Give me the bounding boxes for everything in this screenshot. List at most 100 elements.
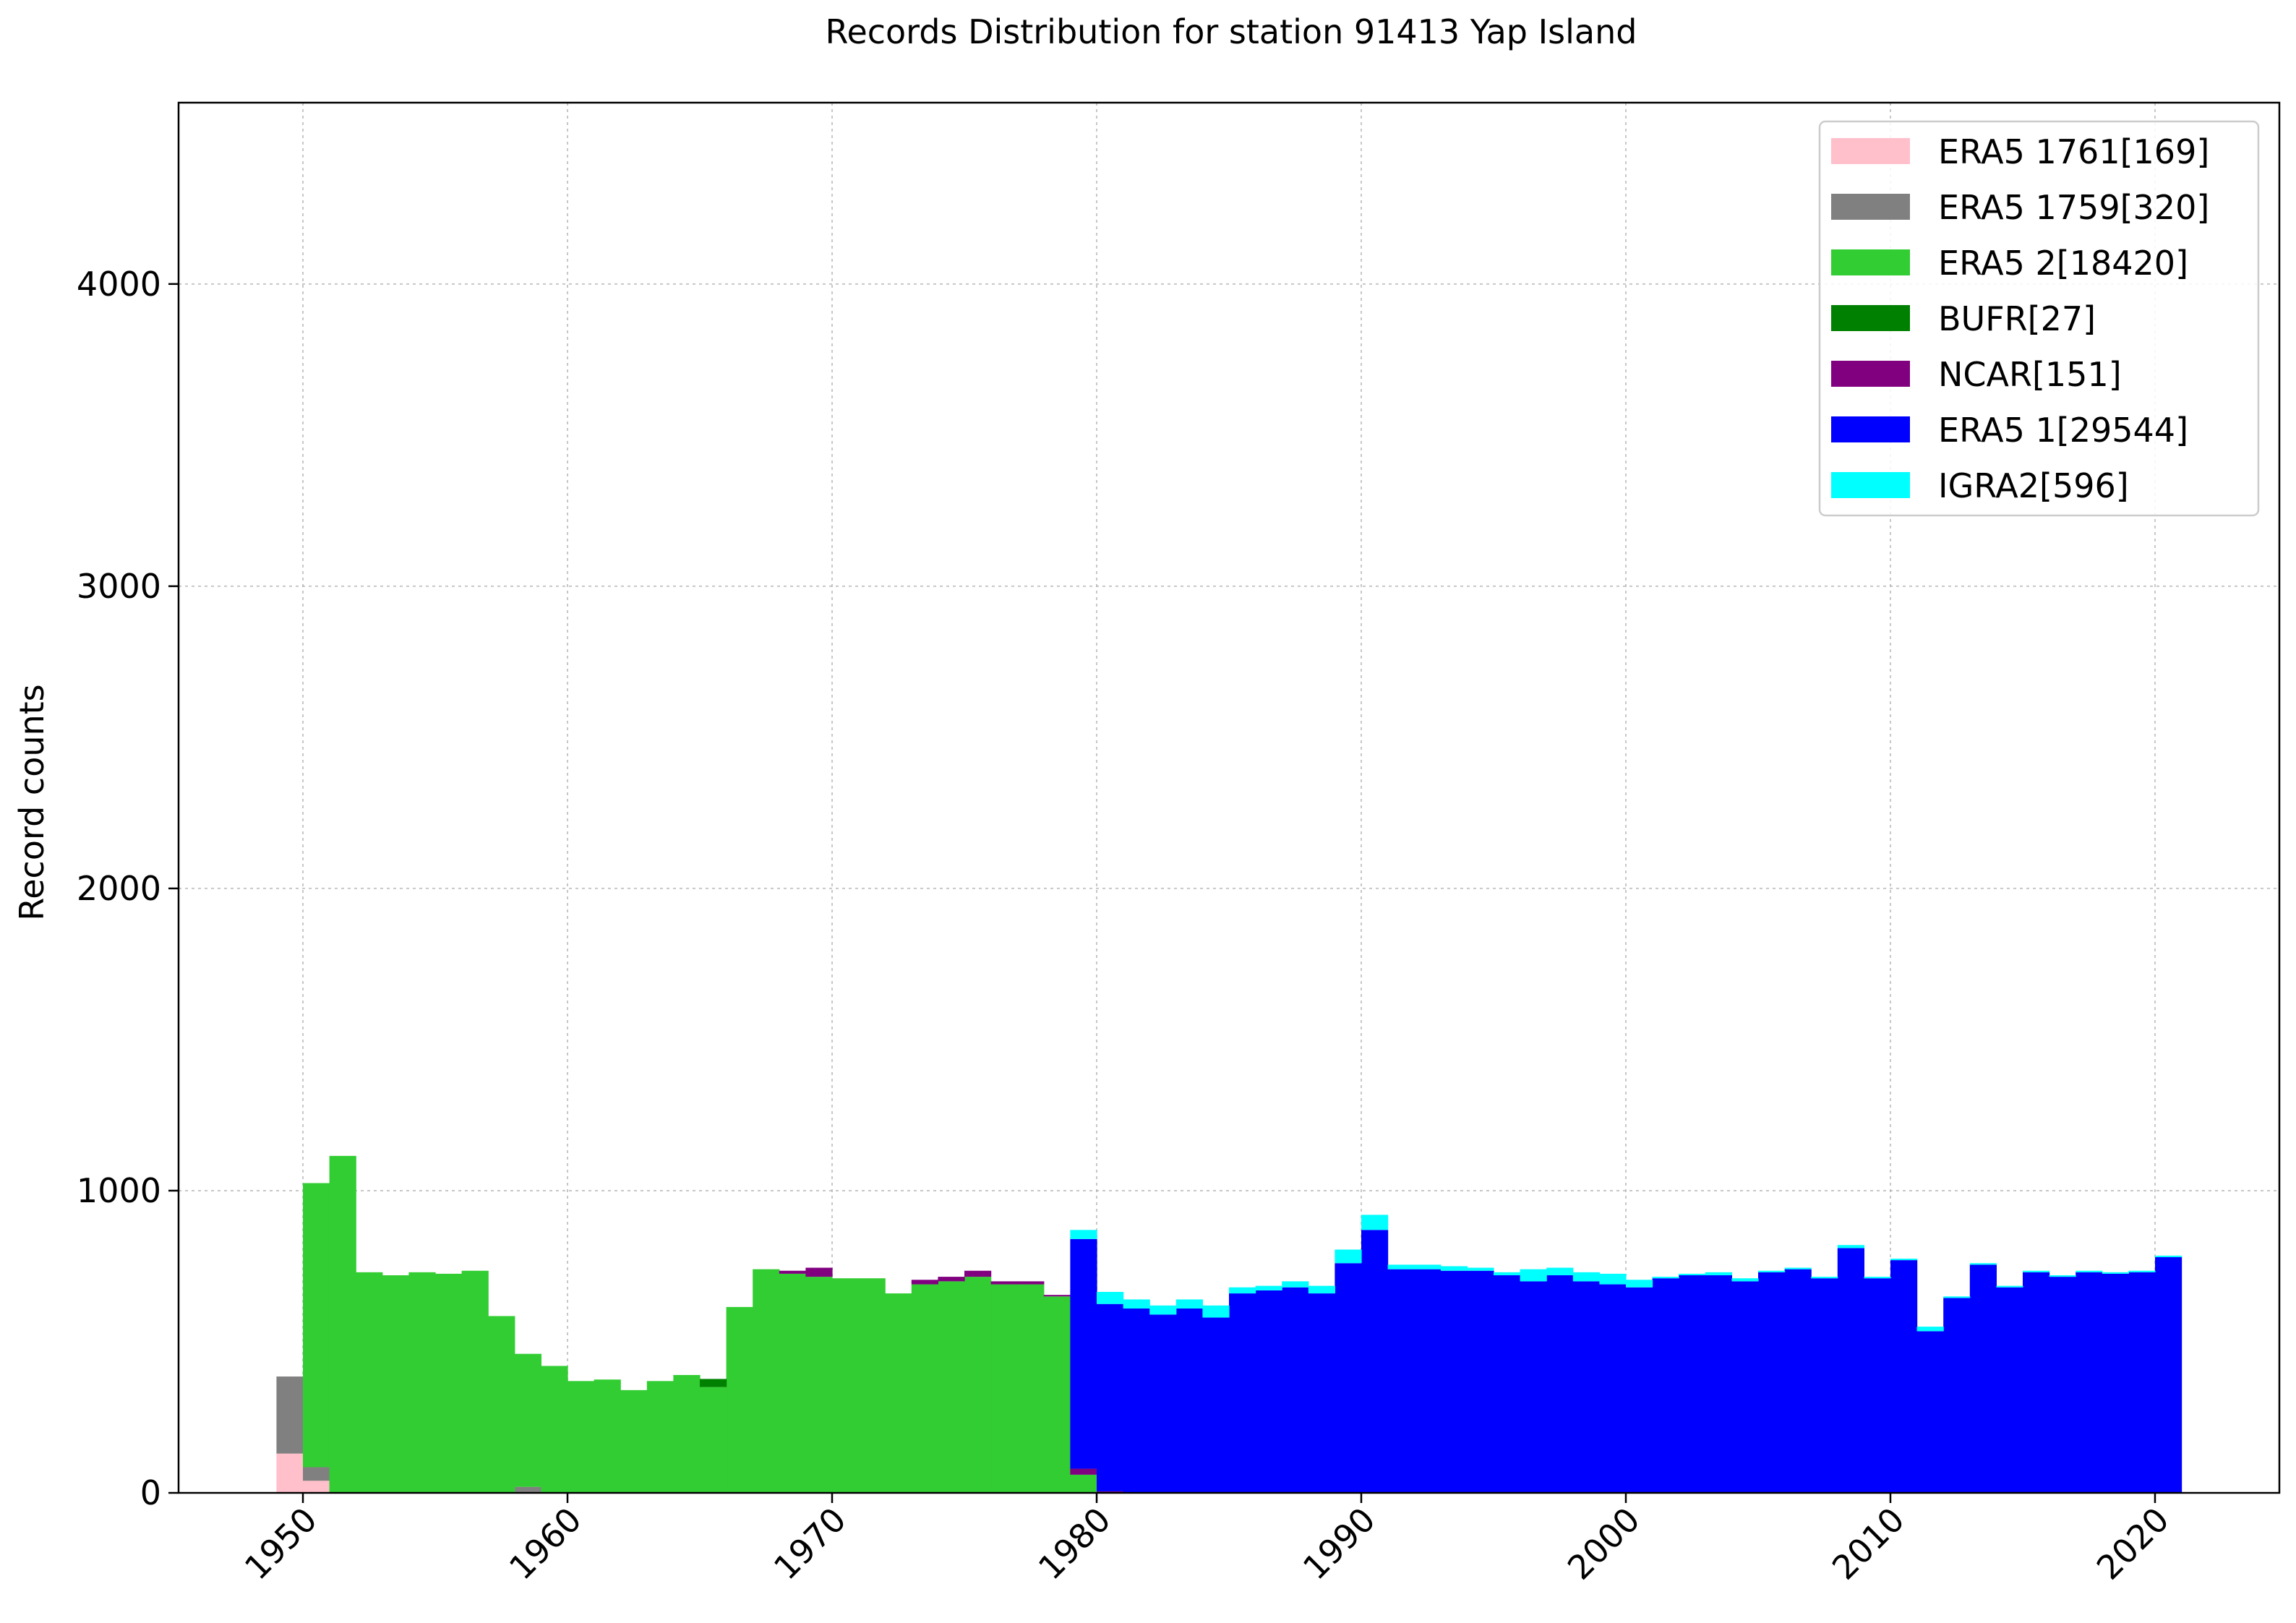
bar-6-1987	[1282, 1281, 1309, 1288]
bar-5-2007	[1811, 1278, 1838, 1493]
bar-5-1986	[1255, 1290, 1282, 1493]
bar-6-2008	[1837, 1245, 1864, 1249]
bar-6-2007	[1811, 1277, 1838, 1279]
bar-5-2019	[2128, 1272, 2156, 1493]
bar-2-1961	[594, 1379, 621, 1493]
bar-4-1979	[1070, 1468, 1097, 1475]
bar-2-1970	[832, 1278, 860, 1493]
bar-2-1965	[700, 1387, 727, 1493]
bar-5-1997	[1546, 1275, 1574, 1493]
bar-5-2015	[2022, 1272, 2050, 1493]
bar-5-2002	[1679, 1275, 1706, 1493]
bar-4-1977	[1017, 1281, 1045, 1285]
bar-5-1993	[1440, 1270, 1468, 1493]
bar-5-2013	[1969, 1264, 1997, 1493]
bar-6-2005	[1757, 1270, 1786, 1272]
bar-5-1996	[1520, 1281, 1547, 1493]
bar-5-2010	[1890, 1260, 1918, 1493]
bar-5-2001	[1652, 1278, 1679, 1493]
bar-6-1991	[1387, 1264, 1415, 1269]
bar-0-1949	[276, 1453, 304, 1493]
legend-label: ERA5 2[18420]	[1938, 244, 2188, 283]
bar-6-2004	[1731, 1278, 1759, 1282]
bar-5-1998	[1572, 1281, 1600, 1493]
bar-4-1968	[779, 1270, 807, 1274]
bar-5-1985	[1229, 1293, 1256, 1493]
bar-2-1956	[461, 1270, 489, 1493]
bar-5-1989	[1335, 1263, 1362, 1493]
bar-4-1969	[805, 1267, 833, 1277]
bar-6-1990	[1361, 1215, 1389, 1230]
bar-6-1998	[1572, 1272, 1600, 1282]
legend-swatch-3	[1831, 305, 1910, 331]
bar-6-2006	[1784, 1267, 1812, 1269]
bar-2-1979	[1070, 1474, 1097, 1493]
bar-6-1983	[1175, 1299, 1203, 1309]
x-tick-label: 1950	[237, 1500, 325, 1588]
bar-6-2014	[1996, 1285, 2023, 1288]
bar-2-1966	[726, 1306, 753, 1493]
bar-2-1969	[805, 1277, 833, 1493]
bar-5-1979	[1070, 1238, 1097, 1469]
bar-2-1950	[303, 1183, 330, 1468]
legend: ERA5 1761[169] ERA5 1759[320] ERA5 2[18420…	[1818, 120, 2260, 517]
bar-2-1968	[779, 1273, 807, 1493]
bar-2-1976	[990, 1284, 1018, 1493]
bar-6-2001	[1652, 1277, 1679, 1279]
bar-2-1971	[858, 1278, 886, 1493]
legend-swatch-2	[1831, 249, 1910, 275]
y-tick-label: 4000	[77, 265, 161, 304]
x-tick-label: 1960	[502, 1500, 589, 1588]
bar-6-1984	[1202, 1305, 1230, 1318]
bar-2-1958	[514, 1353, 542, 1487]
bar-5-1982	[1149, 1314, 1177, 1493]
bar-6-1992	[1414, 1264, 1442, 1269]
legend-label: BUFR[27]	[1938, 299, 2096, 338]
series-2	[303, 1155, 1097, 1493]
bar-6-2000	[1625, 1280, 1653, 1288]
legend-swatch-1	[1831, 194, 1910, 220]
bar-5-1990	[1361, 1230, 1389, 1493]
bar-4-1973	[911, 1280, 939, 1285]
y-tick-label: 1000	[77, 1171, 161, 1210]
bar-4-1976	[990, 1281, 1018, 1285]
bar-3-1965	[700, 1379, 727, 1387]
bar-5-2020	[2154, 1256, 2183, 1493]
bar-5-1999	[1599, 1284, 1627, 1493]
bar-1-1958	[514, 1486, 542, 1493]
x-tick-label: 1990	[1295, 1500, 1383, 1588]
x-tick-label: 1980	[1031, 1500, 1118, 1588]
bar-6-1989	[1335, 1249, 1362, 1264]
bar-2-1972	[885, 1293, 912, 1493]
x-tick-label: 2000	[1560, 1500, 1648, 1588]
bar-5-2005	[1757, 1272, 1786, 1493]
legend-label: ERA5 1759[320]	[1938, 188, 2209, 227]
bar-6-1980	[1097, 1292, 1124, 1304]
bar-6-1982	[1149, 1305, 1177, 1315]
series-6	[1070, 1215, 2183, 1332]
series-3	[700, 1379, 727, 1387]
bar-5-2004	[1731, 1281, 1759, 1493]
plot-area-frame	[177, 101, 2281, 1494]
bar-1-1949	[276, 1376, 304, 1454]
bar-6-2017	[2076, 1270, 2103, 1272]
bar-5-2018	[2102, 1273, 2129, 1493]
bar-6-1986	[1255, 1285, 1282, 1290]
legend-box	[1818, 120, 2260, 517]
bar-5-2006	[1784, 1269, 1812, 1493]
legend-label: ERA5 1761[169]	[1938, 132, 2209, 171]
bar-6-1994	[1467, 1267, 1494, 1271]
bar-2-1973	[911, 1284, 939, 1493]
bar-2-1978	[1043, 1296, 1071, 1493]
bar-5-2014	[1996, 1287, 2023, 1493]
bar-2-1963	[646, 1381, 674, 1493]
y-tick-label: 3000	[77, 567, 161, 606]
bar-6-2016	[2049, 1275, 2076, 1277]
bar-6-2020	[2154, 1255, 2183, 1257]
bar-6-2012	[1943, 1296, 1971, 1298]
bar-5-2008	[1837, 1248, 1864, 1493]
bar-6-2018	[2102, 1272, 2129, 1274]
bar-5-1984	[1202, 1317, 1230, 1493]
bar-5-1995	[1493, 1275, 1521, 1493]
